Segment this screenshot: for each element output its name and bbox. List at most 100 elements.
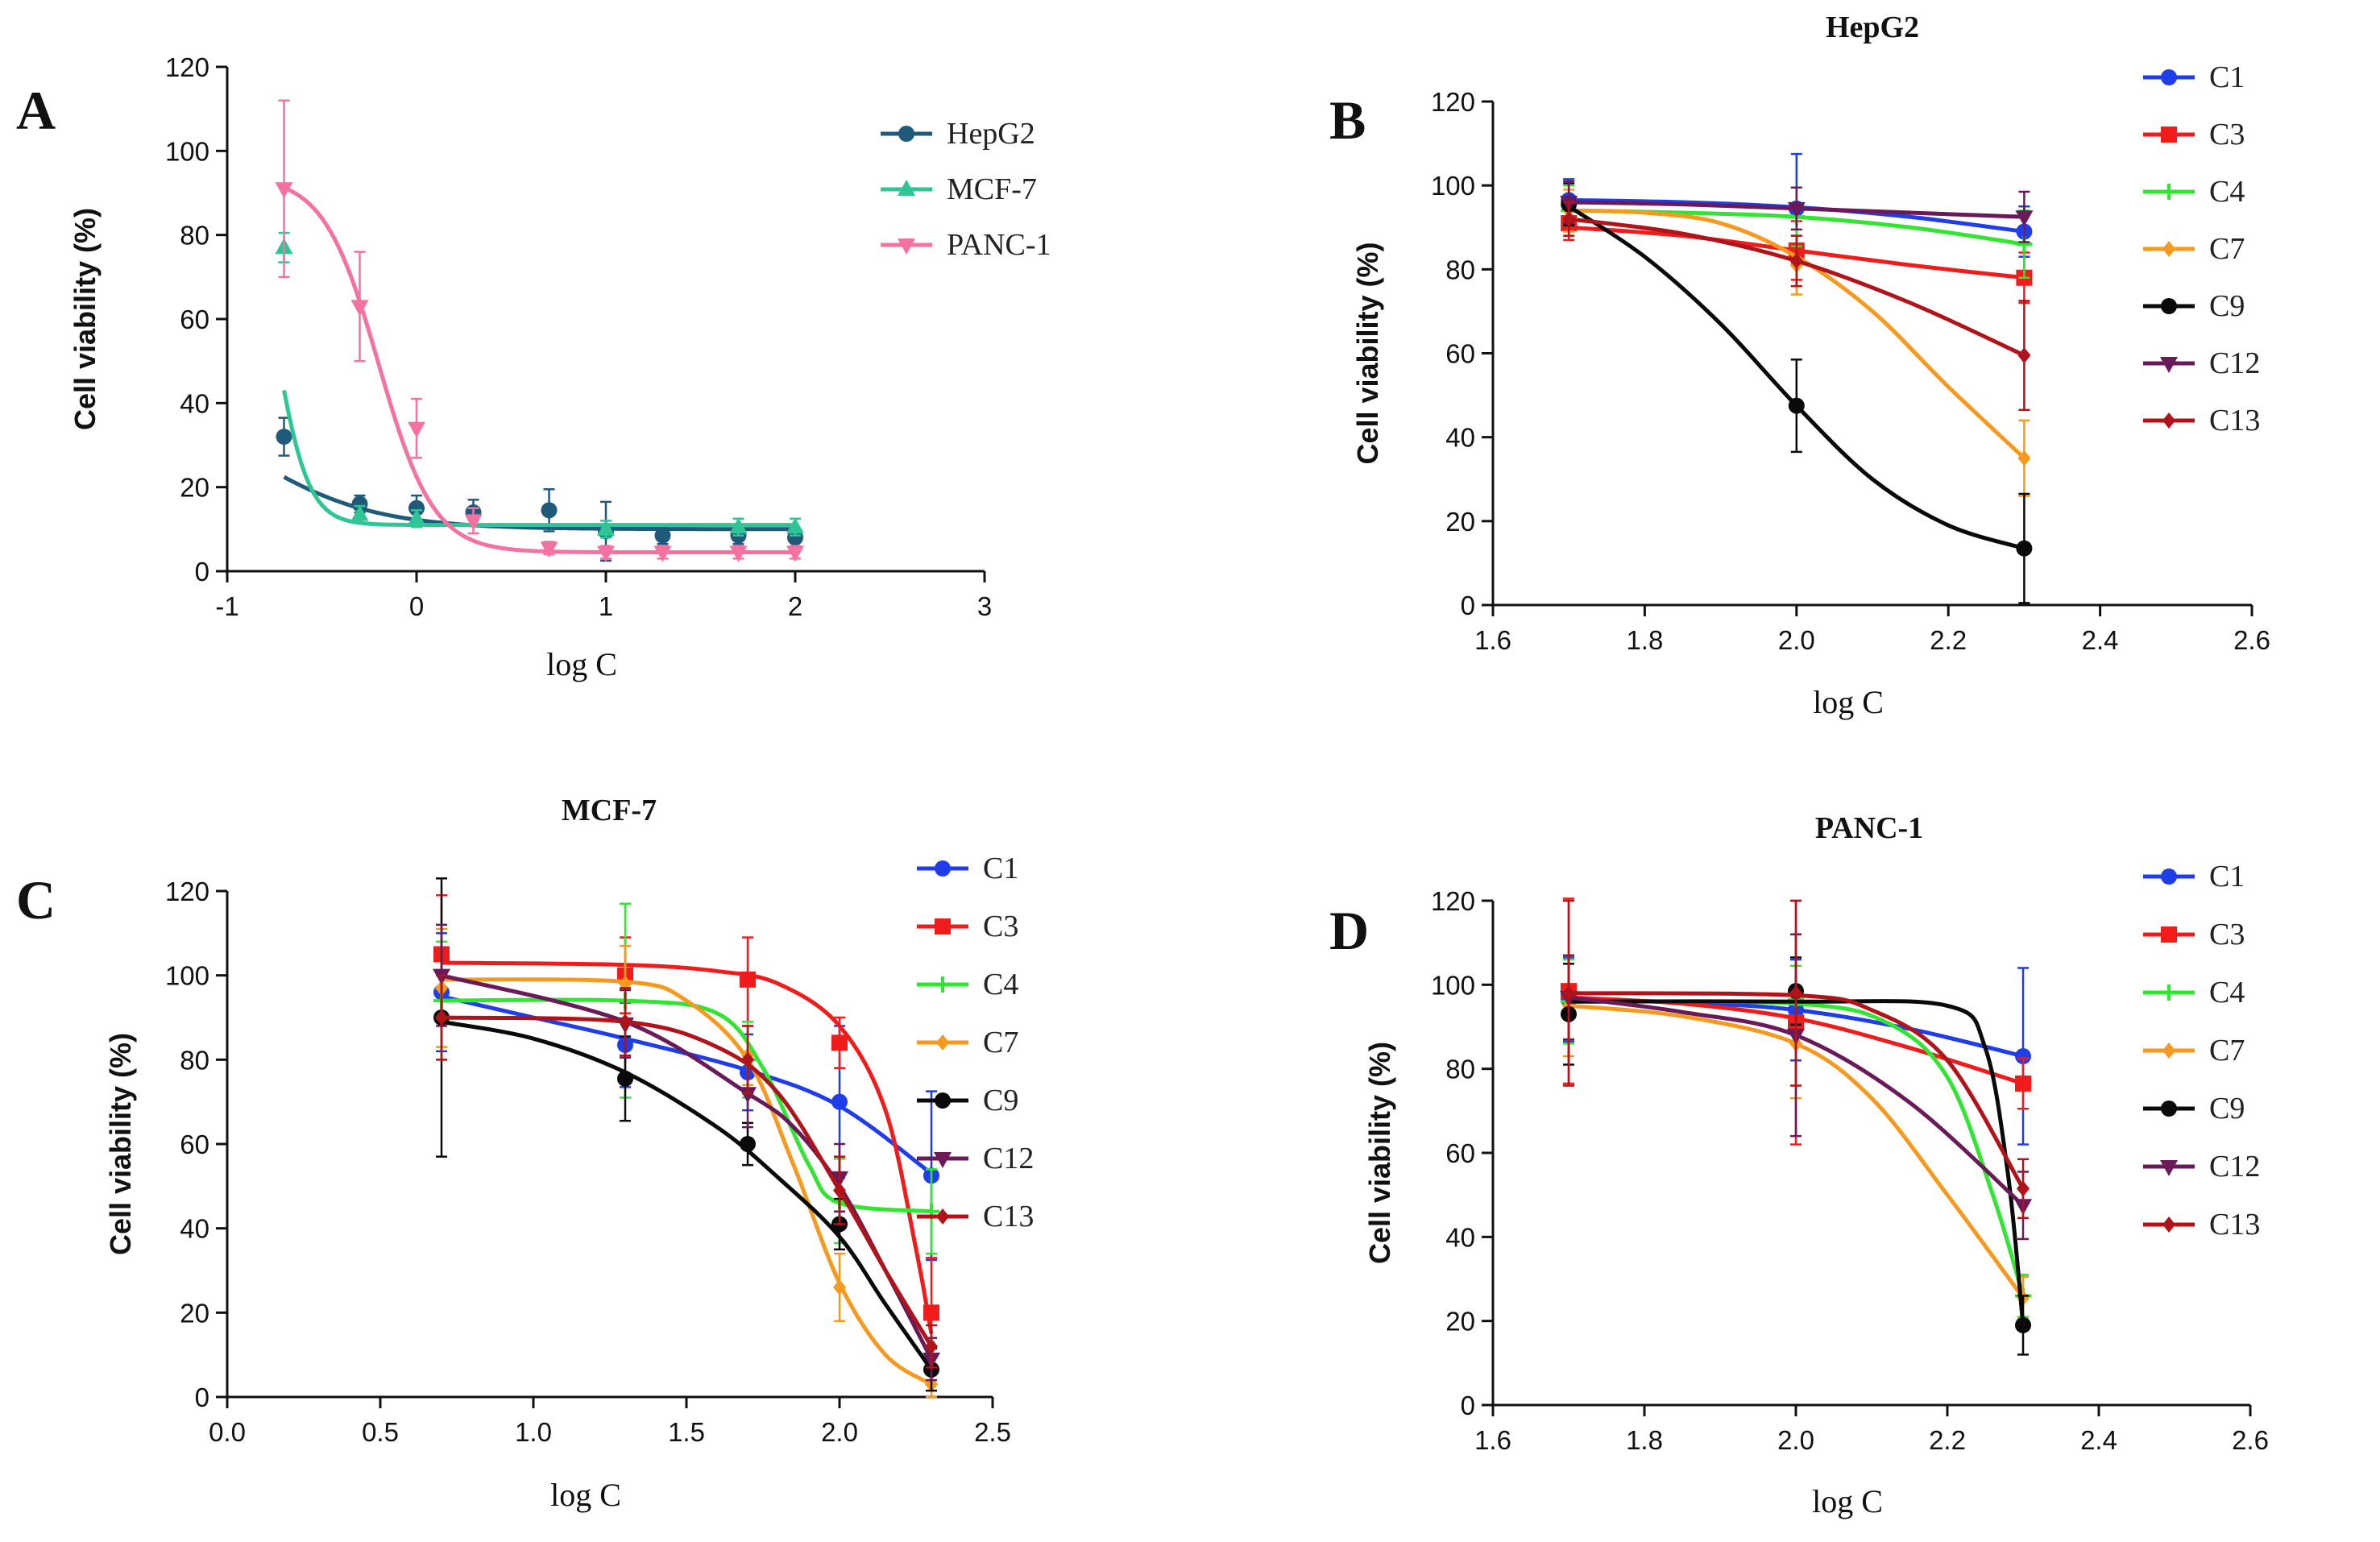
legend-label: C9 (2209, 289, 2245, 323)
legend-entry: C4 (2143, 976, 2245, 1009)
legend-marker (2161, 926, 2177, 943)
fit-curve (1569, 208, 2026, 460)
series-C4 (433, 902, 939, 1255)
x-tick-label: 0.0 (209, 1417, 246, 1447)
y-tick-label: 100 (165, 961, 209, 991)
series-C13 (1562, 201, 2031, 412)
panel-letter: C (16, 869, 56, 931)
x-tick-label: 2.4 (2080, 1425, 2117, 1455)
fit-curve (1568, 991, 2025, 1190)
legend-marker (2161, 1101, 2177, 1117)
y-tick-label: 0 (1461, 591, 1475, 620)
legend-marker (2161, 126, 2177, 143)
x-tick-label: 1 (599, 591, 613, 621)
series-C9 (433, 877, 939, 1392)
legend-marker (2161, 868, 2177, 885)
data-point (2015, 1048, 2031, 1065)
y-tick-label: 100 (165, 136, 209, 166)
y-tick-label: 20 (1445, 1307, 1475, 1337)
data-point (654, 527, 671, 544)
data-point (925, 1338, 938, 1355)
legend-entry: C1 (2143, 60, 2245, 94)
legend-label: C7 (2209, 1034, 2245, 1067)
series-HepG2 (276, 417, 803, 562)
x-axis-label: log C (1812, 1483, 1883, 1519)
series-C13 (435, 974, 938, 1369)
legend-marker (935, 976, 951, 993)
legend-entry: C7 (2143, 1034, 2245, 1067)
y-tick-label: 100 (1431, 970, 1475, 1000)
data-point (1789, 252, 1803, 269)
data-point (350, 300, 369, 317)
panel-D: D PANC-1 1.6 1.8 2.0 2.2 2.4 2.6 0 20 40 60 80 100 120… (1329, 811, 2269, 1519)
legend-marker (2161, 298, 2177, 314)
y-tick-label: 0 (1461, 1391, 1475, 1420)
legend-entry: C9 (917, 1084, 1018, 1117)
legend-label: C9 (983, 1084, 1018, 1117)
data-point (619, 1013, 632, 1030)
x-axis-label: log C (1813, 684, 1884, 720)
legend-label: C4 (983, 968, 1018, 1001)
legend-entry: C12 (2143, 346, 2260, 380)
data-point (275, 182, 293, 199)
chart-title: HepG2 (1826, 10, 1919, 44)
y-tick-label: 80 (180, 221, 209, 251)
y-tick-label: 100 (1431, 171, 1475, 201)
fit-curve (282, 390, 795, 528)
x-tick-label: 2.0 (1778, 625, 1815, 655)
y-tick-label: 40 (180, 388, 209, 418)
y-tick-label: 20 (180, 473, 209, 503)
series-C1 (433, 932, 939, 1262)
data-point (2015, 210, 2034, 227)
legend-marker (2162, 412, 2175, 429)
legend-marker (936, 1034, 949, 1051)
data-point (2016, 540, 2033, 557)
data-point (408, 499, 425, 516)
x-tick-label: 2.0 (1777, 1425, 1814, 1455)
fit-curve (1568, 1003, 2025, 1300)
series-PANC-1 (275, 99, 804, 562)
x-tick-label: 1.6 (1474, 625, 1511, 655)
data-point (741, 1051, 754, 1068)
legend-entry: C1 (2143, 860, 2245, 893)
legend-label: C3 (2209, 118, 2245, 151)
y-tick-label: 120 (165, 877, 209, 906)
legend-marker (2160, 1160, 2178, 1176)
x-tick-label: 2.4 (2082, 625, 2119, 655)
x-tick-label: 1.5 (668, 1417, 705, 1447)
legend-entry: C1 (917, 852, 1018, 885)
x-tick-label: 2.2 (1929, 1425, 1966, 1455)
legend-label: C1 (983, 852, 1018, 885)
panel-letter: B (1329, 89, 1366, 151)
x-tick-label: 1.8 (1626, 625, 1663, 655)
y-axis-label: Cell viability (%) (1351, 242, 1384, 464)
data-point (464, 514, 483, 531)
y-tick-label: 20 (1445, 507, 1475, 537)
x-tick-label: 2 (788, 591, 802, 621)
y-tick-label: 0 (195, 1382, 209, 1412)
legend-marker (2161, 984, 2177, 1001)
fit-curve (441, 1015, 934, 1348)
x-axis-label: log C (550, 1477, 621, 1513)
panel-letter: D (1329, 900, 1369, 961)
legend-label: C3 (2209, 918, 2245, 951)
legend-entry: C12 (2143, 1150, 2260, 1183)
data-point (351, 495, 368, 512)
data-point (833, 1182, 846, 1199)
x-tick-label: 0 (409, 591, 424, 621)
data-point (833, 1279, 846, 1295)
legend-marker (898, 126, 914, 142)
data-point (831, 1034, 848, 1051)
data-point (617, 1070, 633, 1087)
fit-curve (441, 977, 933, 1387)
data-point (1789, 984, 1802, 1001)
legend-entry: MCF-7 (881, 172, 1037, 206)
y-tick-label: 80 (1445, 1055, 1475, 1084)
y-tick-label: 60 (1445, 339, 1475, 369)
legend-label: C3 (983, 910, 1018, 943)
y-tick-label: 60 (180, 305, 209, 334)
chart-title: PANC-1 (1815, 811, 1923, 845)
legend-entry: C4 (917, 968, 1018, 1001)
legend-entry: C3 (917, 910, 1018, 943)
